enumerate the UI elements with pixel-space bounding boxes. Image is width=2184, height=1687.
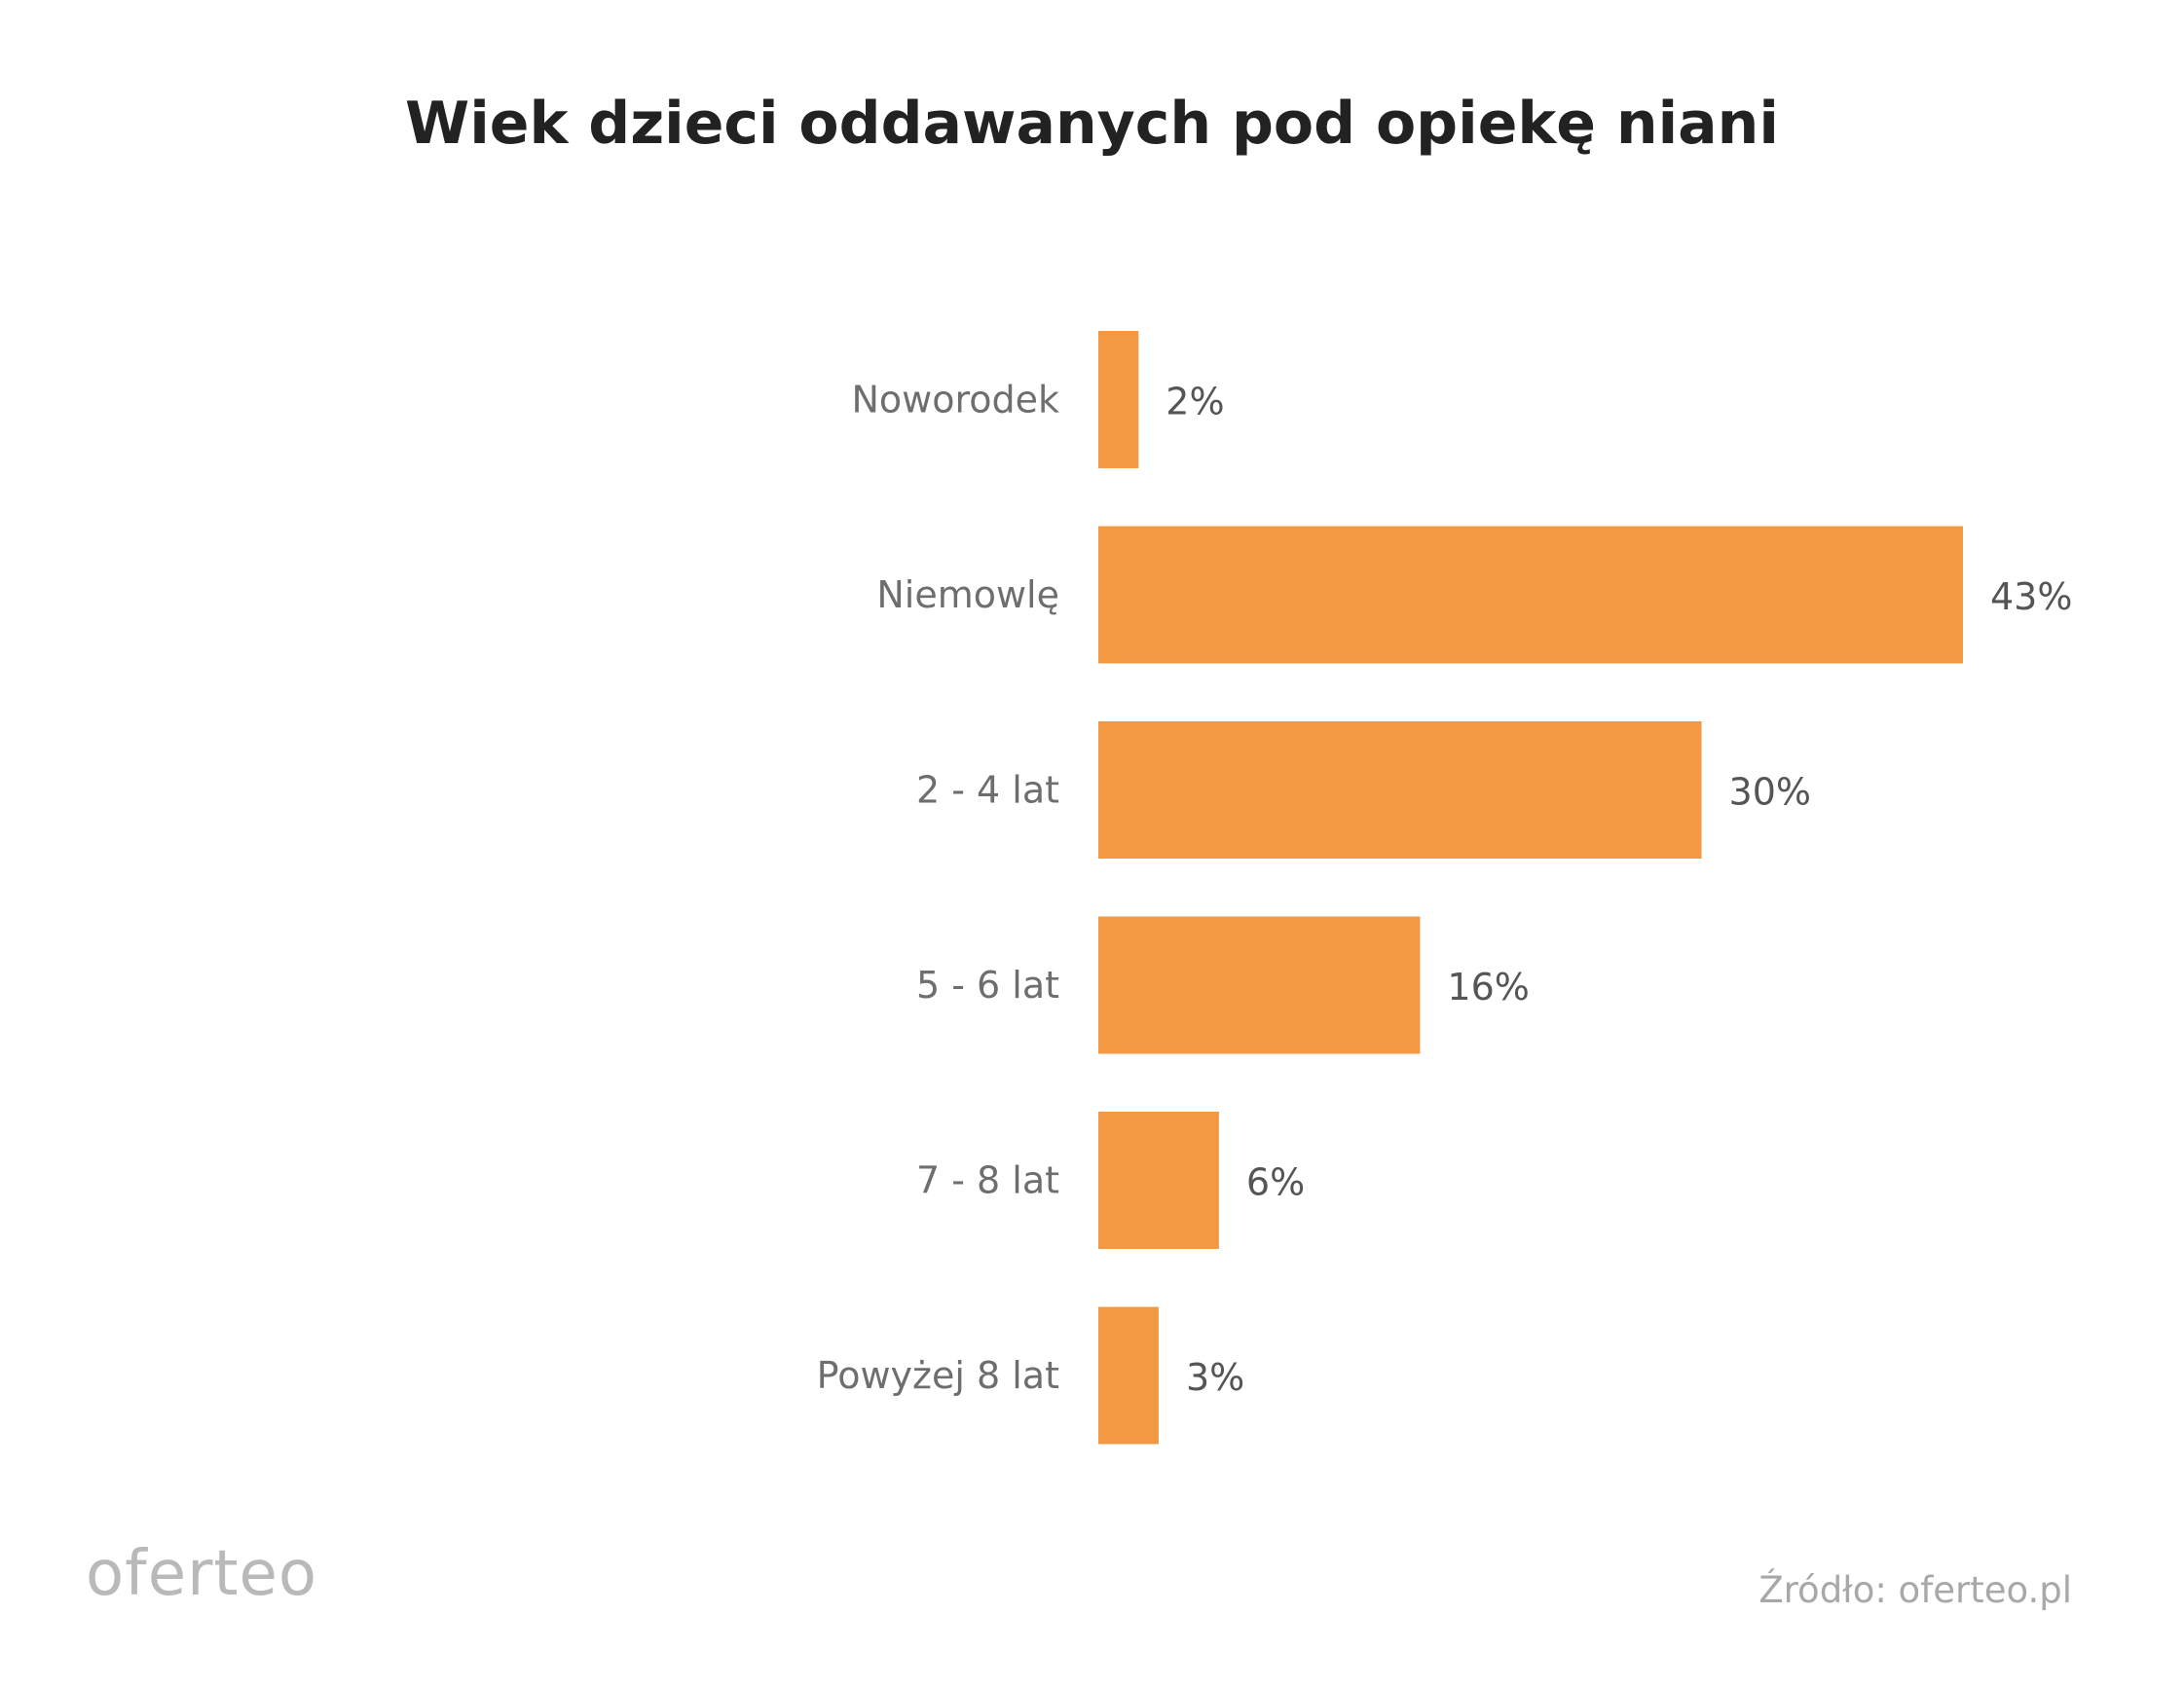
value-label-2: 30% [1729,771,1811,814]
bar-4 [1098,1112,1219,1249]
category-label-0: Noworodek [851,379,1059,422]
bar-0 [1098,331,1139,468]
value-label-0: 2% [1166,381,1224,423]
category-label-2: 2 - 4 lat [916,769,1059,812]
bar-5 [1098,1306,1159,1445]
value-label-1: 43% [1990,575,2072,618]
category-label-4: 7 - 8 lat [916,1159,1059,1202]
value-label-4: 6% [1246,1161,1305,1204]
value-label-5: 3% [1186,1356,1244,1399]
bar-2 [1098,721,1702,859]
bar-3 [1098,916,1421,1054]
category-label-1: Niemowlę [876,573,1059,616]
bar-1 [1098,526,1963,664]
oferteo-logo: oferteo [86,1538,317,1610]
bars-group: Noworodek 2% Niemowlę 43% 2 - 4 lat 30% 5 - 6 … [817,331,2072,1445]
category-label-5: Powyżej 8 lat [817,1354,1059,1397]
category-label-3: 5 - 6 lat [916,964,1059,1007]
value-label-3: 16% [1447,966,1529,1009]
source-note: Źródło: oferteo.pl [1758,1569,2072,1611]
chart-title: Wiek dzieci oddawanych pod opiekę niani [405,90,1779,158]
